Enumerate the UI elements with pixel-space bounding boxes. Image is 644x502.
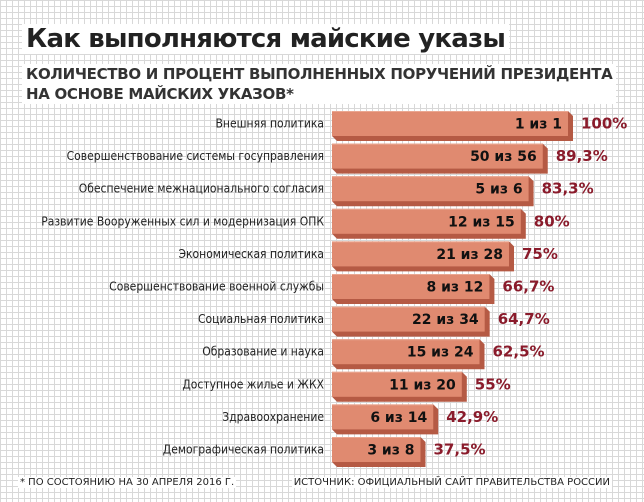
category-label: Развитие Вооруженных сил и модернизация … <box>41 214 324 228</box>
bar-value-label: 12 из 15 <box>448 214 515 230</box>
subtitle-line-1: КОЛИЧЕСТВО И ПРОЦЕНТ ВЫПОЛНЕННЫХ ПОРУЧЕН… <box>26 65 613 83</box>
bar-row: Социальная политика 22 из 34 64,7% <box>198 306 550 337</box>
chart-rows: Внешняя политика 1 из 1 100% Совершенствова… <box>41 111 627 467</box>
bar-row: Обеспечение межнационального согласия 5 и… <box>79 176 594 207</box>
bar-value-label: 3 из 8 <box>367 443 414 459</box>
bar-value-label: 50 из 56 <box>470 149 537 165</box>
bar <box>332 404 434 430</box>
bar-value-label: 5 из 6 <box>475 182 522 198</box>
bar <box>332 176 529 202</box>
percent-label: 37,5% <box>434 441 486 459</box>
bar <box>332 143 543 169</box>
bar-value-label: 6 из 14 <box>370 410 427 426</box>
percent-label: 80% <box>534 212 570 230</box>
footnote: * ПО СОСТОЯНИЮ НА 30 АПРЕЛЯ 2016 Г. <box>18 477 237 488</box>
category-label: Здравоохранение <box>222 410 324 424</box>
percent-label: 89,3% <box>556 147 608 165</box>
bar-row: Совершенствование системы госуправления 5… <box>67 143 608 174</box>
page-title: Как выполняются майские указы <box>22 24 510 54</box>
bar-value-label: 11 из 20 <box>389 377 456 393</box>
category-label: Образование и наука <box>202 345 324 359</box>
bar <box>332 111 568 136</box>
bar-row: Демографическая политика 3 из 8 37,5% <box>163 437 486 467</box>
category-label: Совершенствование военной службы <box>109 280 324 294</box>
bar-value-label: 22 из 34 <box>412 312 479 328</box>
percent-label: 66,7% <box>502 278 554 296</box>
chart-subtitle: КОЛИЧЕСТВО И ПРОЦЕНТ ВЫПОЛНЕННЫХ ПОРУЧЕН… <box>22 64 617 104</box>
percent-label: 83,3% <box>542 180 594 198</box>
bar-row: Здравоохранение 6 из 14 42,9% <box>222 404 498 435</box>
bar-row: Образование и наука 15 из 24 62,5% <box>202 339 545 370</box>
category-label: Демографическая политика <box>163 443 324 457</box>
bar <box>332 371 462 397</box>
category-label: Доступное жилье и ЖКХ <box>182 377 324 391</box>
bar <box>332 274 490 299</box>
category-label: Экономическая политика <box>178 247 324 261</box>
bar <box>332 339 480 365</box>
bar-value-label: 8 из 12 <box>426 280 483 296</box>
percent-label: 64,7% <box>498 310 550 328</box>
percent-label: 55% <box>475 375 511 393</box>
category-label: Обеспечение межнационального согласия <box>79 182 324 196</box>
bar-value-label: 1 из 1 <box>515 117 562 133</box>
subtitle-line-2: НА ОСНОВЕ МАЙСКИХ УКАЗОВ* <box>26 85 294 103</box>
category-label: Социальная политика <box>198 312 324 326</box>
bar-row: Доступное жилье и ЖКХ 11 из 20 55% <box>182 371 511 402</box>
percent-label: 75% <box>522 245 558 263</box>
bar-value-label: 15 из 24 <box>407 345 474 361</box>
category-label: Совершенствование системы госуправления <box>67 149 324 163</box>
percent-label: 42,9% <box>446 408 498 426</box>
bar <box>332 241 509 267</box>
bar <box>332 306 485 332</box>
percent-label: 62,5% <box>493 343 545 361</box>
percent-label: 100% <box>581 115 627 133</box>
category-label: Внешняя политика <box>216 117 324 131</box>
bar-row: Развитие Вооруженных сил и модернизация … <box>41 208 570 239</box>
bar <box>332 437 421 462</box>
bar <box>332 208 521 234</box>
bar-row: Совершенствование военной службы 8 из 12 6… <box>109 274 554 304</box>
source-note: ИСТОЧНИК: ОФИЦИАЛЬНЫЙ САЙТ ПРАВИТЕЛЬСТВА… <box>291 477 612 488</box>
bar-row: Внешняя политика 1 из 1 100% <box>216 111 627 141</box>
bar-value-label: 21 из 28 <box>436 247 503 263</box>
bar-row: Экономическая политика 21 из 28 75% <box>178 241 558 272</box>
